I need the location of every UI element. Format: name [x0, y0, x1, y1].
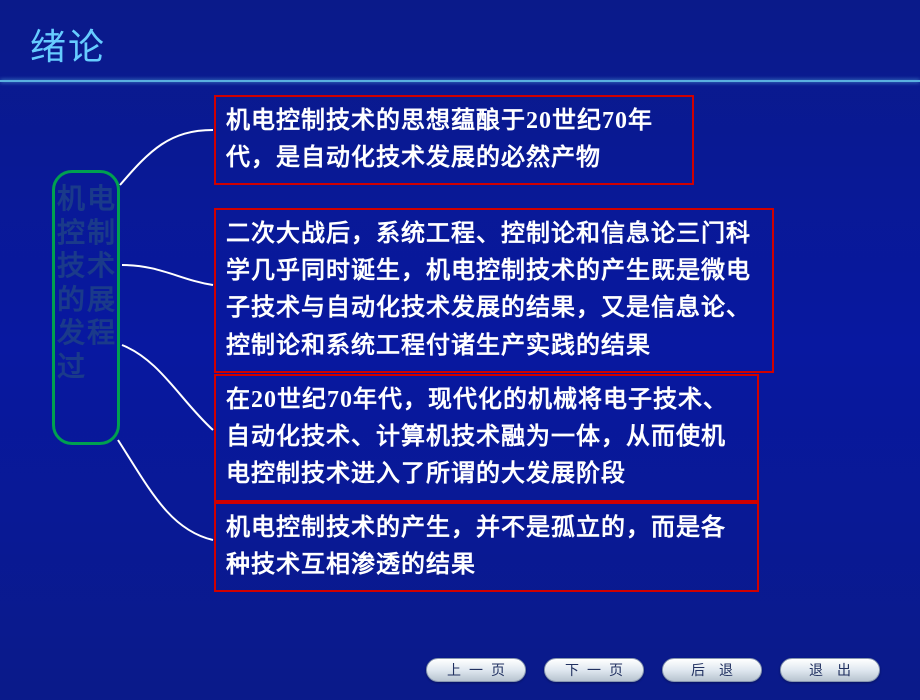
content-box-3: 在20世纪70年代，现代化的机械将电子技术、自动化技术、计算机技术融为一体，从而…	[214, 374, 759, 502]
next-page-button[interactable]: 下一页	[544, 658, 644, 682]
exit-button[interactable]: 退出	[780, 658, 880, 682]
slide-title: 绪论	[30, 18, 106, 70]
content-box-1: 机电控制技术的思想蕴酿于20世纪70年代，是自动化技术发展的必然产物	[214, 95, 694, 185]
prev-page-button[interactable]: 上一页	[426, 658, 526, 682]
content-box-4: 机电控制技术的产生，并不是孤立的，而是各种技术互相渗透的结果	[214, 502, 759, 592]
content-box-2: 二次大战后，系统工程、控制论和信息论三门科学几乎同时诞生，机电控制技术的产生既是…	[214, 208, 774, 373]
back-button[interactable]: 后退	[662, 658, 762, 682]
topic-col-left: 机控技的发过	[56, 183, 86, 385]
topic-col-right: 电制术 展程	[86, 183, 116, 351]
topic-vertical-box: 机控技的发过电制术 展程	[52, 170, 120, 445]
title-rule	[0, 80, 920, 82]
nav-bar: 上一页 下一页 后退 退出	[426, 658, 880, 682]
topic-vertical-text: 机控技的发过电制术 展程	[55, 183, 117, 385]
